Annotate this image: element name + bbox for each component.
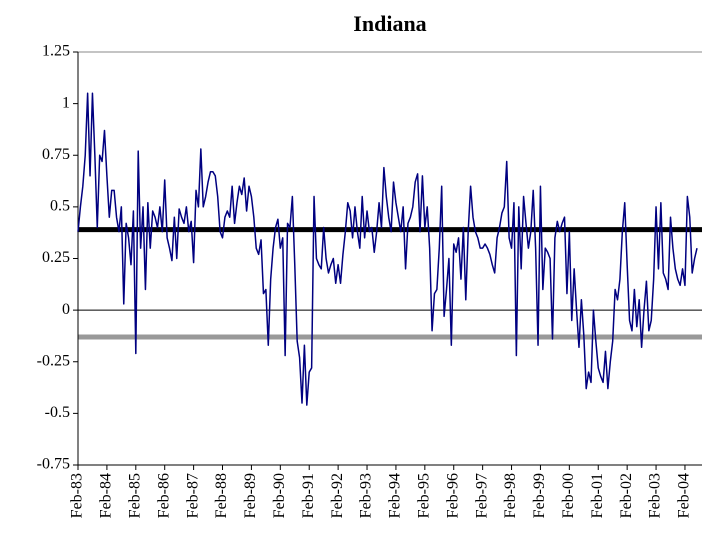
x-tick-label: Feb-86	[155, 473, 172, 518]
x-tick-label: Feb-00	[560, 473, 577, 518]
y-tick-label: 0.5	[50, 198, 70, 215]
x-tick-label: Feb-98	[502, 473, 519, 518]
y-tick-label: 0	[62, 301, 70, 318]
y-tick-label: 1.25	[42, 43, 70, 60]
x-tick-label: Feb-01	[589, 473, 606, 518]
x-tick-label: Feb-04	[676, 473, 693, 518]
data-line	[77, 92, 698, 406]
y-tick-label: -0.5	[45, 404, 70, 421]
chart-title: Indiana	[353, 11, 426, 36]
x-tick-label: Feb-95	[416, 473, 433, 518]
x-tick-label: Feb-91	[300, 473, 317, 518]
x-tick-label: Feb-97	[473, 473, 490, 518]
y-tick-label: 0.75	[42, 146, 70, 163]
x-tick-label: Feb-94	[387, 473, 404, 518]
x-tick-label: Feb-87	[184, 473, 201, 518]
x-tick-label: Feb-85	[126, 473, 143, 518]
x-tick-label: Feb-83	[69, 473, 86, 518]
x-tick-label: Feb-99	[531, 473, 548, 518]
y-tick-label: 1	[62, 94, 70, 111]
x-tick-label: Feb-84	[98, 473, 115, 518]
x-tick-label: Feb-03	[647, 473, 664, 518]
y-tick-label: -0.25	[37, 352, 70, 369]
x-tick-label: Feb-89	[242, 473, 259, 518]
y-tick-label: -0.75	[37, 456, 70, 473]
x-tick-label: Feb-02	[618, 473, 635, 518]
x-tick-label: Feb-88	[213, 473, 230, 518]
x-tick-label: Feb-96	[444, 473, 461, 518]
x-tick-label: Feb-90	[271, 473, 288, 518]
y-tick-label: 0.25	[42, 249, 70, 266]
x-tick-label: Feb-93	[358, 473, 375, 518]
x-tick-label: Feb-92	[329, 473, 346, 518]
